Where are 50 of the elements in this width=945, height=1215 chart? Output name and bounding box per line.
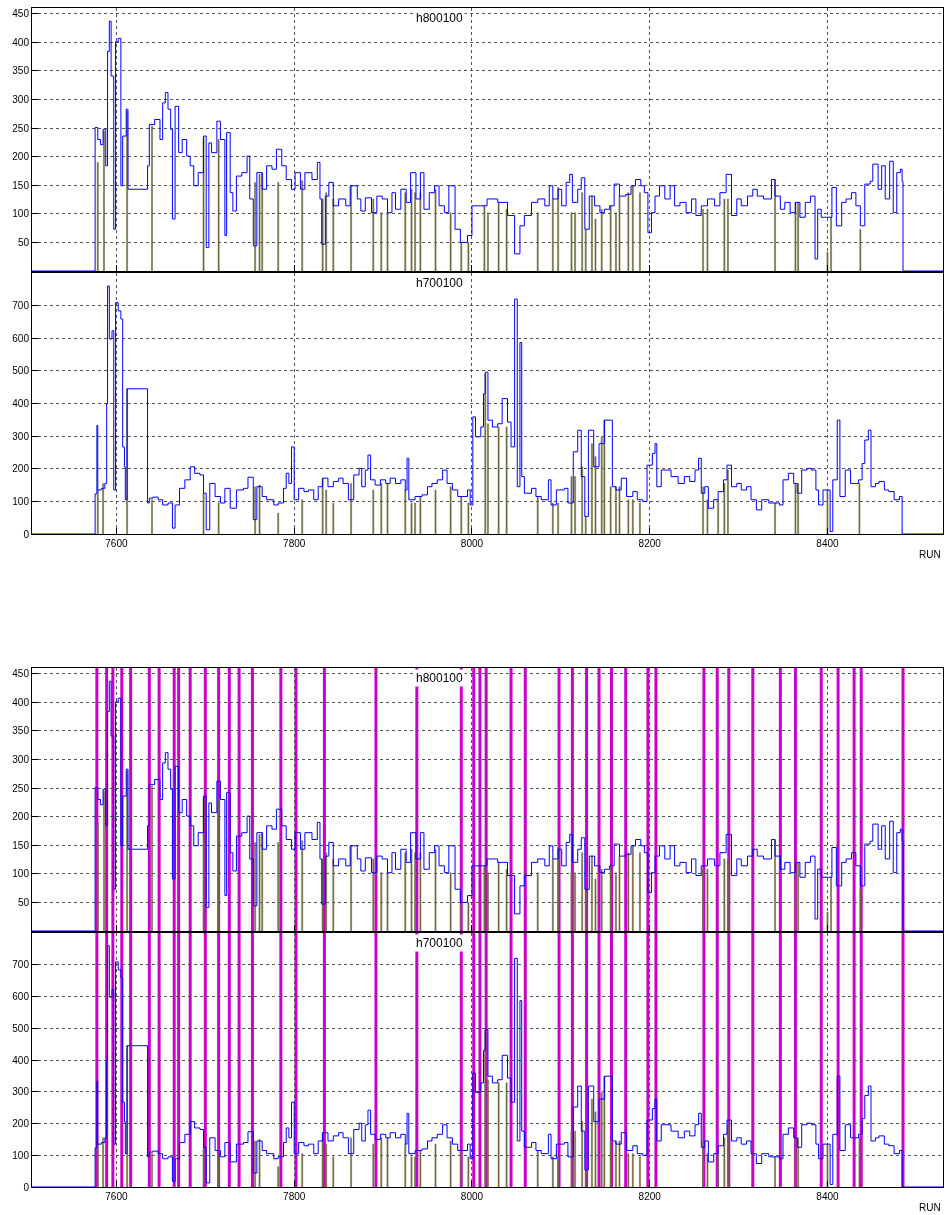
y-tick-label: 250 xyxy=(12,782,30,794)
y-tick-label: 400 xyxy=(12,696,30,708)
y-tick-label: 600 xyxy=(12,991,30,1002)
x-tick-label: 8000 xyxy=(460,1191,484,1202)
y-tick-label: 300 xyxy=(12,753,30,765)
x-tick-label: 7600 xyxy=(105,1191,128,1202)
y-tick-label: 0 xyxy=(23,528,30,540)
y-tick-label: 0 xyxy=(23,1181,30,1193)
y-tick-label: 300 xyxy=(12,430,30,442)
x-axis-title: RUN xyxy=(919,1202,941,1213)
y-tick-label: 400 xyxy=(12,36,30,48)
y-tick-label: 350 xyxy=(12,65,30,77)
x-tick-label: 7800 xyxy=(283,1191,306,1202)
y-tick-label: 200 xyxy=(12,151,30,163)
y-tick-label: 250 xyxy=(12,122,30,134)
x-tick-label: 8200 xyxy=(638,538,662,549)
y-tick-label: 150 xyxy=(12,839,30,851)
y-tick-label: 150 xyxy=(12,179,30,191)
chart-title: h700100 xyxy=(416,276,464,290)
y-tick-label: 200 xyxy=(12,1118,30,1129)
y-tick-label: 700 xyxy=(12,300,30,312)
chart-title: h800100 xyxy=(416,671,464,685)
x-tick-label: 8400 xyxy=(816,1191,840,1202)
chart-title: h700100 xyxy=(416,936,464,950)
y-tick-label: 350 xyxy=(12,725,30,737)
x-tick-label: 7600 xyxy=(105,538,128,549)
y-tick-label: 50 xyxy=(17,236,30,248)
y-tick-label: 50 xyxy=(17,896,30,908)
y-tick-label: 200 xyxy=(12,811,30,823)
y-tick-label: 200 xyxy=(12,463,30,475)
x-tick-label: 8200 xyxy=(638,1191,662,1202)
y-tick-label: 700 xyxy=(12,959,30,971)
y-tick-label: 450 xyxy=(12,668,30,680)
y-tick-label: 500 xyxy=(12,365,30,377)
y-tick-label: 400 xyxy=(12,1054,30,1066)
y-tick-label: 600 xyxy=(12,332,30,344)
y-tick-label: 100 xyxy=(12,495,30,507)
y-tick-label: 100 xyxy=(12,1149,30,1161)
y-tick-label: 100 xyxy=(12,868,30,880)
x-tick-label: 7800 xyxy=(283,538,306,549)
y-tick-label: 450 xyxy=(12,8,30,20)
y-tick-label: 500 xyxy=(12,1022,30,1034)
y-tick-label: 400 xyxy=(12,398,30,409)
x-axis-title: RUN xyxy=(919,549,941,560)
x-tick-label: 8000 xyxy=(460,538,484,549)
chart-title: h800100 xyxy=(416,11,464,25)
y-tick-label: 300 xyxy=(12,93,30,105)
y-tick-label: 100 xyxy=(12,208,30,220)
y-tick-label: 300 xyxy=(12,1086,30,1098)
x-tick-label: 8400 xyxy=(816,538,840,549)
